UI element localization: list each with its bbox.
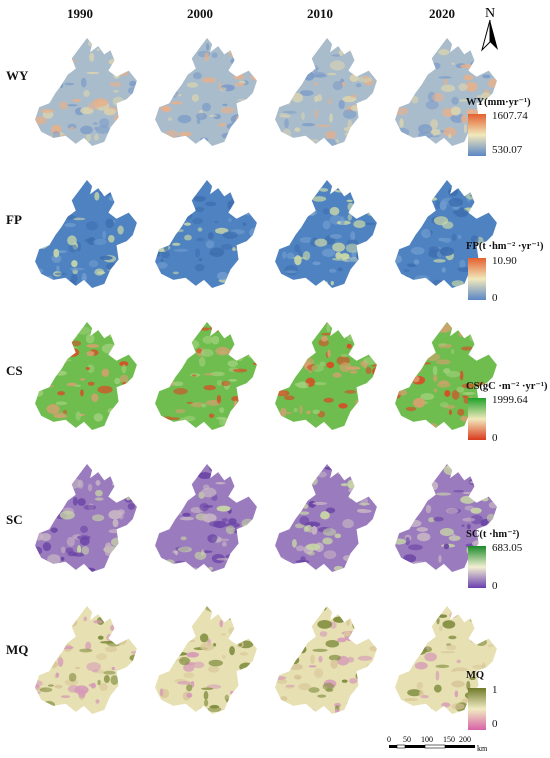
legend-colorbar-wy [468, 114, 486, 156]
scale-tick-100: 100 [421, 735, 433, 744]
map-mq-2020 [395, 606, 497, 714]
map-wy-2010 [275, 38, 377, 146]
legend-min-wy: 530.07 [492, 144, 523, 156]
map-cs-2000 [155, 322, 257, 430]
legend-min-mq: 0 [492, 718, 498, 730]
map-cs-1990 [35, 322, 137, 430]
scale-tick-0: 0 [387, 735, 391, 744]
map-sc-2000 [155, 464, 257, 572]
year-label-2020: 2020 [429, 6, 455, 21]
legend-colorbar-sc [468, 546, 486, 588]
legend-title-fp: FP(t ·hm⁻² ·yr⁻¹) [466, 241, 544, 252]
year-label-1990: 1990 [67, 6, 93, 21]
legend-title-mq: MQ [466, 670, 485, 681]
legend-title-wy: WY(mm·yr⁻¹) [466, 97, 531, 108]
legend-max-wy: 1607.74 [492, 110, 528, 122]
year-label-2000: 2000 [187, 6, 213, 21]
legend-max-cs: 1999.64 [492, 394, 528, 406]
row-label-fp: FP [6, 212, 22, 227]
map-mq-1990 [35, 606, 137, 714]
scale-unit: km [477, 744, 488, 753]
row-label-wy: WY [6, 68, 29, 83]
north-arrow-icon: N [481, 6, 498, 52]
scale-bar: 0 50 100 150 200 km [387, 735, 488, 753]
map-cs-2010 [275, 322, 377, 430]
scale-tick-150: 150 [443, 735, 455, 744]
north-label: N [485, 6, 495, 21]
map-fp-2020 [395, 180, 497, 288]
map-mq-2000 [155, 606, 257, 714]
row-label-cs: CS [6, 363, 23, 378]
legend-max-sc: 683.05 [492, 542, 523, 554]
scale-tick-200: 200 [459, 735, 471, 744]
map-wy-2000 [155, 38, 257, 146]
map-sc-2010 [275, 464, 377, 572]
row-label-mq: MQ [6, 642, 29, 657]
legend-max-mq: 1 [492, 684, 498, 696]
map-wy-2020 [395, 38, 497, 146]
legend-min-fp: 0 [492, 292, 498, 304]
map-sc-1990 [35, 464, 137, 572]
legend-min-cs: 0 [492, 432, 498, 444]
map-cs-2020 [395, 322, 497, 430]
legend-colorbar-fp [468, 258, 486, 300]
legend-max-fp: 10.90 [492, 255, 517, 267]
map-fp-2010 [275, 180, 377, 288]
map-fp-2000 [155, 180, 257, 288]
map-wy-1990 [35, 38, 137, 146]
map-sc-2020 [395, 464, 497, 572]
scale-tick-50: 50 [403, 735, 411, 744]
map-fp-1990 [35, 180, 137, 288]
year-label-2010: 2010 [307, 6, 333, 21]
legend-min-sc: 0 [492, 580, 498, 592]
legend-colorbar-mq [468, 688, 486, 730]
legend-title-cs: CS(gC ·m⁻² ·yr⁻¹) [466, 381, 548, 392]
map-mq-2010 [275, 606, 377, 714]
row-label-sc: SC [6, 512, 23, 527]
legend-colorbar-cs [468, 398, 486, 440]
legend-title-sc: SC(t ·hm⁻²) [466, 529, 520, 540]
